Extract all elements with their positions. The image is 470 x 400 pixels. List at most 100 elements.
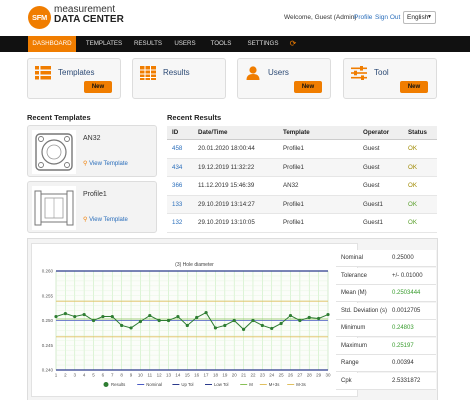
x-tick-label: 20 — [232, 373, 238, 378]
col-template[interactable]: Template — [283, 129, 310, 136]
x-tick-label: 19 — [222, 373, 228, 378]
user-icon — [246, 66, 260, 80]
result-id-link[interactable]: 132 — [172, 219, 183, 226]
data-point — [148, 313, 152, 318]
y-tick-label: 0.255 — [42, 293, 54, 298]
recent-results-title: Recent Results — [167, 113, 222, 122]
sfm-logo[interactable]: SFM — [28, 6, 51, 29]
data-point — [232, 318, 236, 323]
table-row[interactable]: 434 19.12.2019 11:32:22 Profile1 Guest O… — [167, 158, 437, 177]
new-template-button[interactable]: New — [84, 81, 112, 93]
x-tick-label: 9 — [130, 373, 133, 378]
view-template-link[interactable]: ⚲ View Template — [83, 160, 128, 167]
result-id-link[interactable]: 133 — [172, 200, 183, 208]
data-point — [138, 319, 143, 324]
status-badge: OK — [408, 182, 417, 189]
legend-marker — [103, 382, 109, 387]
new-user-button[interactable]: New — [294, 81, 322, 93]
template-item-profile1[interactable]: Profile1 ⚲ View Template — [27, 181, 157, 233]
templates-card[interactable]: Templates New — [27, 58, 121, 99]
x-tick-label: 8 — [120, 373, 123, 378]
template-name: AN32 — [83, 135, 101, 142]
series-line-results — [55, 311, 329, 331]
result-id-link[interactable]: 434 — [172, 163, 183, 171]
language-select[interactable]: English ▼ — [403, 11, 436, 24]
table-row[interactable]: 133 29.10.2019 13:14:27 Profile1 Guest1 … — [167, 195, 437, 214]
users-card[interactable]: Users New — [237, 58, 331, 99]
chart-container: (3) Hole diameter 1 2 3 4 5 6 7 8 9 10 11 12 13 14 15 1… — [31, 243, 358, 397]
x-tick-label: 17 — [204, 373, 210, 378]
x-tick-label: 27 — [297, 373, 303, 378]
x-tick-label: 11 — [147, 373, 152, 378]
chevron-down-icon: ▼ — [427, 14, 432, 20]
stat-label: Maximum — [341, 342, 368, 349]
x-tick-label: 29 — [316, 373, 322, 378]
stat-value: 0.2503444 — [392, 290, 421, 296]
y-tick-label: 0.260 — [42, 269, 54, 274]
result-template: AN32 — [283, 182, 299, 189]
data-point — [176, 314, 180, 319]
data-point — [317, 316, 321, 321]
x-tick-label: 28 — [307, 373, 313, 378]
y-tick-label: 0.250 — [42, 318, 54, 323]
results-card[interactable]: Results — [132, 58, 226, 99]
stat-label: Tolerance — [341, 272, 368, 279]
col-id[interactable]: ID — [172, 129, 179, 136]
x-tick-label: 30 — [325, 373, 331, 378]
col-status[interactable]: Status — [408, 129, 427, 136]
data-point — [204, 310, 208, 315]
table-row[interactable]: 458 20.01.2020 18:00:44 Profile1 Guest O… — [167, 140, 437, 159]
x-tick-label: 5 — [92, 373, 95, 378]
data-point — [185, 323, 189, 328]
stat-value: 0.25000 — [392, 255, 414, 261]
template-item-an32[interactable]: AN32 ⚲ View Template — [27, 125, 157, 177]
chart-title: (3) Hole diameter — [175, 262, 214, 268]
result-operator: Guest — [363, 163, 380, 171]
result-template: Profile1 — [283, 200, 304, 208]
legend-label: Low Tol — [214, 382, 229, 387]
result-datetime: 29.10.2019 13:10:05 — [198, 219, 255, 226]
tool-sliders-icon — [351, 66, 367, 80]
legend-label: M — [249, 382, 253, 387]
stat-label: Minimum — [341, 325, 366, 331]
result-id-link[interactable]: 366 — [172, 182, 183, 189]
refresh-icon[interactable]: ⟳ — [289, 39, 297, 48]
profile-link[interactable]: Profile — [354, 14, 373, 21]
search-icon: ⚲ — [83, 161, 88, 167]
x-tick-label: 25 — [279, 373, 285, 378]
table-header: ID Date/Time Template Operator Status — [167, 126, 437, 140]
legend-label: M+3s — [269, 382, 280, 387]
nav-results[interactable]: RESULTS — [133, 40, 163, 47]
signout-link[interactable]: Sign Out — [375, 14, 401, 21]
nav-tools[interactable]: TOOLS — [210, 40, 232, 47]
nav-settings[interactable]: SETTINGS — [247, 40, 279, 47]
x-tick-label: 7 — [111, 373, 114, 378]
x-tick-label: 21 — [241, 373, 247, 378]
result-operator: Guest1 — [363, 200, 383, 208]
nav-templates[interactable]: TEMPLATES — [85, 40, 123, 47]
col-operator[interactable]: Operator — [363, 129, 390, 136]
brand-line2: DATA CENTER — [54, 14, 124, 25]
status-badge: OK — [408, 163, 417, 171]
table-row[interactable]: 132 29.10.2019 13:10:05 Profile1 Guest1 … — [167, 214, 437, 233]
table-row[interactable]: 366 11.12.2019 15:46:39 AN32 Guest OK — [167, 177, 437, 196]
data-point — [54, 314, 58, 319]
x-tick-label: 23 — [260, 373, 266, 378]
col-datetime[interactable]: Date/Time — [198, 129, 228, 136]
nav-users[interactable]: USERS — [174, 40, 196, 47]
data-point — [307, 315, 311, 320]
nav-dashboard[interactable]: DASHBOARD — [28, 36, 76, 52]
legend-label: Nominal — [146, 382, 162, 387]
x-tick-label: 4 — [83, 373, 86, 378]
data-point — [326, 312, 330, 317]
result-operator: Guest1 — [363, 219, 383, 226]
y-tick-label: 0.245 — [42, 343, 54, 348]
legend-label: Results — [111, 382, 125, 387]
result-id-link[interactable]: 458 — [172, 145, 183, 152]
tool-card[interactable]: Tool New — [343, 58, 437, 99]
data-point — [129, 326, 133, 330]
view-template-link[interactable]: ⚲ View Template — [83, 216, 128, 223]
new-tool-button[interactable]: New — [400, 81, 428, 93]
view-template-label: View Template — [89, 161, 128, 167]
data-point — [213, 326, 218, 330]
